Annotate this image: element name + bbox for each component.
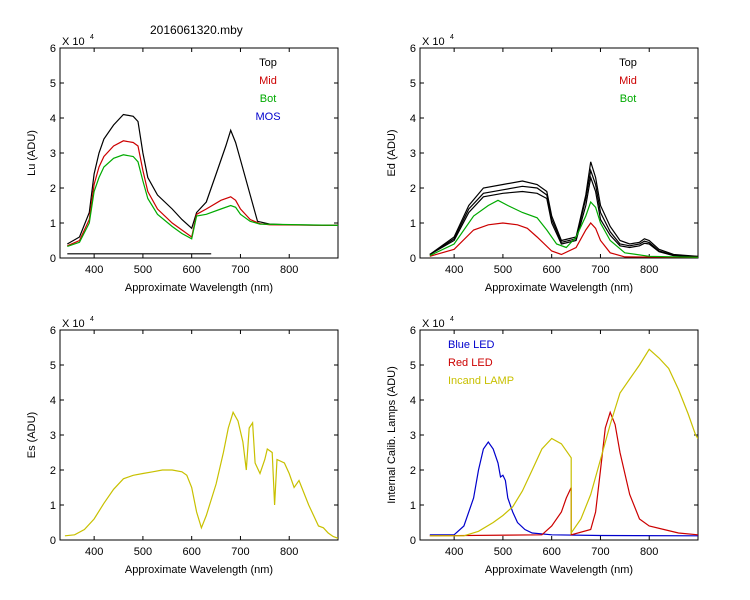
x-tick-label: 500 [494,546,512,558]
y-tick-label: 5 [50,360,56,372]
y-axis-label: Internal Calib. Lamps (ADU) [386,366,398,504]
legend-entry-mid: Mid [259,75,277,87]
y-tick-label: 0 [410,535,416,547]
y-axis-label: Lu (ADU) [26,130,38,176]
x-tick-label: 400 [85,264,103,276]
x-tick-label: 500 [134,264,152,276]
y-exponent-power: 4 [90,316,94,323]
y-tick-label: 4 [50,395,56,407]
y-exponent-label: X 10 [62,318,85,330]
x-tick-label: 600 [183,264,201,276]
y-tick-label: 1 [410,500,416,512]
y-tick-label: 5 [50,78,56,90]
y-tick-label: 2 [50,183,56,195]
x-tick-label: 700 [231,264,249,276]
y-exponent-label: X 10 [422,36,445,48]
chart-panel-1: 0 1 2 3 4 5 6 400 500 600 700 800 X 10 4 Approximate W… [26,34,339,294]
legend-entry-incand-lamp: Incand LAMP [448,375,514,387]
series-line-red-led [429,410,698,537]
x-tick-label: 500 [494,264,512,276]
chart-panel-4: 0 1 2 3 4 5 6 400 500 600 700 800 X 10 4 Approximate W… [386,316,699,576]
chart-panel-2: 0 1 2 3 4 5 6 400 500 600 700 800 X 10 4 Approximate W… [386,34,699,294]
legend-entry-mid: Mid [619,75,637,87]
y-tick-label: 1 [50,218,56,230]
x-tick-label: 500 [134,546,152,558]
y-tick-label: 3 [50,148,56,160]
y-tick-label: 0 [410,253,416,265]
y-tick-label: 2 [410,465,416,477]
y-tick-label: 1 [50,500,56,512]
legend-entry-red-led: Red LED [448,357,493,369]
y-tick-label: 0 [50,253,56,265]
y-tick-label: 6 [410,325,416,337]
y-exponent-power: 4 [90,34,94,41]
x-tick-label: 800 [280,546,298,558]
x-tick-label: 700 [591,546,609,558]
series-line-incand-lamp [429,348,698,537]
plot-frame [59,329,339,541]
series-line-es [64,410,338,539]
legend-entry-top: Top [619,57,637,69]
x-tick-label: 600 [543,546,561,558]
series-line-top-3 [429,175,698,258]
x-tick-label: 400 [445,264,463,276]
y-tick-label: 0 [50,535,56,547]
y-tick-label: 5 [410,360,416,372]
x-axis-label: Approximate Wavelength (nm) [485,282,633,294]
legend-entry-top: Top [259,57,277,69]
chart-panel-3: 0 1 2 3 4 5 6 400 500 600 700 800 X 10 4 Approximate W… [26,316,339,576]
x-tick-label: 800 [640,264,658,276]
y-tick-label: 3 [50,430,56,442]
legend-entry-blue-led: Blue LED [448,339,495,351]
plot-frame [59,47,339,259]
series-line-mid [429,222,698,258]
y-tick-label: 2 [50,465,56,477]
y-tick-label: 3 [410,430,416,442]
x-tick-label: 700 [231,546,249,558]
y-tick-label: 6 [50,43,56,55]
x-axis-label: Approximate Wavelength (nm) [485,564,633,576]
x-axis-label: Approximate Wavelength (nm) [125,282,273,294]
series-line-bot [67,154,338,247]
y-tick-label: 4 [410,113,416,125]
series-line-top [67,113,338,245]
y-exponent-label: X 10 [62,36,85,48]
y-axis-label: Ed (ADU) [386,129,398,176]
x-tick-label: 800 [640,546,658,558]
y-tick-label: 2 [410,183,416,195]
figure-title: 2016061320.mby [150,23,243,37]
y-tick-label: 4 [410,395,416,407]
y-axis-label: Es (ADU) [26,412,38,458]
x-tick-label: 400 [445,546,463,558]
x-tick-label: 400 [85,546,103,558]
x-tick-label: 700 [591,264,609,276]
x-tick-label: 800 [280,264,298,276]
y-exponent-power: 4 [450,34,454,41]
y-tick-label: 4 [50,113,56,125]
legend-entry-mos: MOS [255,111,280,123]
y-tick-label: 6 [50,325,56,337]
series-line-mid [67,140,338,247]
x-tick-label: 600 [543,264,561,276]
series-line-top [429,161,698,257]
y-tick-label: 6 [410,43,416,55]
y-tick-label: 5 [410,78,416,90]
series-line-blue-led [429,440,698,537]
legend-entry-bot: Bot [260,93,277,105]
x-axis-label: Approximate Wavelength (nm) [125,564,273,576]
series-line-top-2 [429,168,698,258]
series-line-bot [429,199,698,258]
y-tick-label: 3 [410,148,416,160]
y-exponent-power: 4 [450,316,454,323]
x-tick-label: 600 [183,546,201,558]
legend-entry-bot: Bot [620,93,637,105]
y-tick-label: 1 [410,218,416,230]
y-exponent-label: X 10 [422,318,445,330]
